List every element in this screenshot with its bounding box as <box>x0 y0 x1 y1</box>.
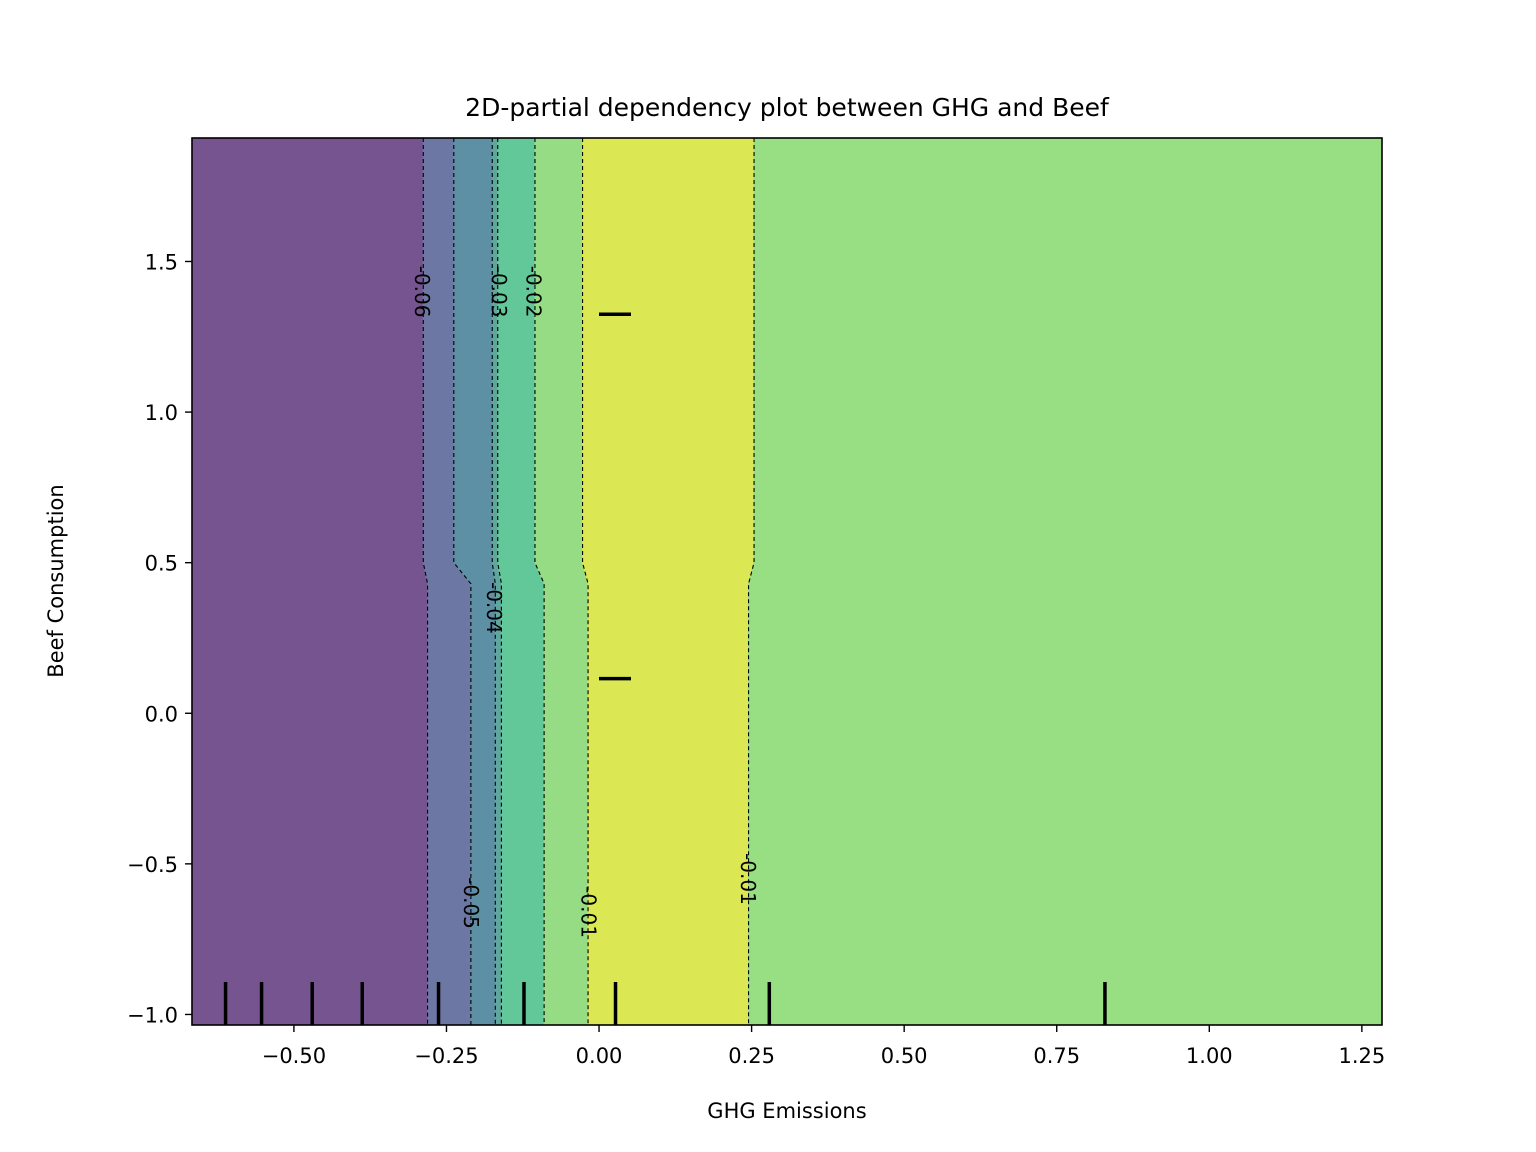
x-tick-label: 0.50 <box>881 1044 928 1068</box>
x-tick-label: −0.50 <box>262 1044 326 1068</box>
chart-title: 2D-partial dependency plot between GHG a… <box>465 93 1110 122</box>
x-axis-label: GHG Emissions <box>707 1099 866 1123</box>
contour-label-0: -0.06 <box>410 266 434 318</box>
x-tick-label: 1.25 <box>1338 1044 1385 1068</box>
contour-label-1: -0.03 <box>487 266 511 318</box>
y-axis-ticks: −1.0 −0.5 0.0 0.5 1.0 1.5 <box>127 250 192 1027</box>
contour-line-0 <box>422 138 429 1025</box>
contour-line-4 <box>534 138 545 1025</box>
contour-label-3: -0.04 <box>482 582 506 634</box>
y-tick-label: 0.5 <box>145 552 178 576</box>
contour-label-5: -0.01 <box>577 886 601 938</box>
x-tick-label: 1.00 <box>1186 1044 1233 1068</box>
x-tick-label: 0.75 <box>1033 1044 1080 1068</box>
x-tick-label: 0.00 <box>576 1044 623 1068</box>
plot-frame <box>191 137 1383 1026</box>
contour-regions <box>192 138 1382 1025</box>
y-axis-label: Beef Consumption <box>44 484 68 677</box>
contour-region-7 <box>748 138 1382 1025</box>
y-tick-label: 1.0 <box>145 401 178 425</box>
contour-region-0 <box>192 138 429 1025</box>
contour-lines <box>422 138 755 1025</box>
y-tick-label: −0.5 <box>127 853 178 877</box>
contour-line-6 <box>748 138 755 1025</box>
contour-region-6 <box>582 138 755 1025</box>
y-tick-label: 0.0 <box>145 702 178 726</box>
x-axis-ticks: −0.50 −0.25 0.00 0.25 0.50 0.75 1.00 1.25 <box>262 1025 1385 1068</box>
y-tick-label: −1.0 <box>127 1003 178 1027</box>
contour-label-4: -0.05 <box>459 877 483 929</box>
rug-marks <box>223 312 1107 1025</box>
contour-line-1 <box>453 138 472 1025</box>
contour-line-5 <box>582 138 589 1025</box>
contour-labels: -0.06 -0.03 -0.02 -0.04 -0.05 -0.01 -0.01 <box>410 266 760 938</box>
contour-line-3 <box>497 138 502 1025</box>
x-tick-label: 0.25 <box>728 1044 775 1068</box>
contour-label-2: -0.02 <box>522 266 546 318</box>
contour-line-2 <box>491 138 496 1025</box>
x-tick-label: −0.25 <box>414 1044 478 1068</box>
contour-label-6: -0.01 <box>736 853 760 905</box>
y-tick-label: 1.5 <box>145 250 178 274</box>
